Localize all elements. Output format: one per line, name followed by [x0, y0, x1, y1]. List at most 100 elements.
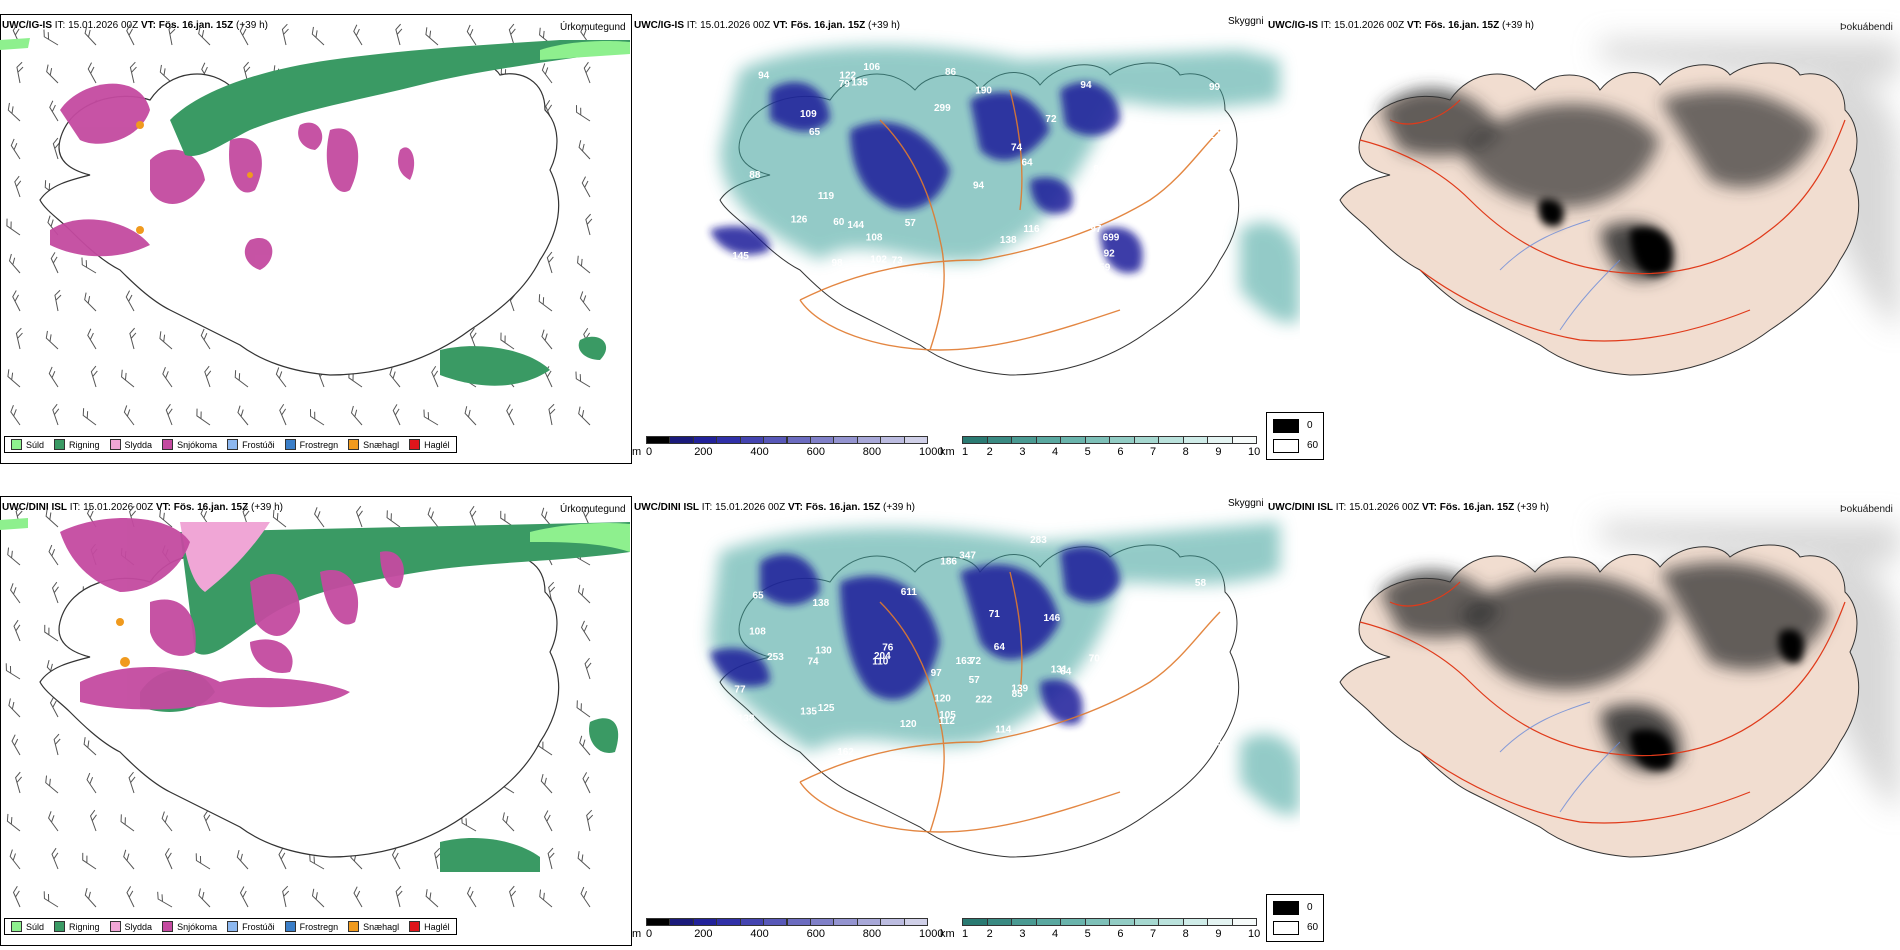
colorbar-segment	[763, 436, 788, 444]
cloud-header-row2: UWC/DINI ISL IT: 15.01.2026 00Z VT: Fös.…	[634, 502, 915, 513]
colorbar-tick: 2	[986, 446, 993, 458]
cloud-base-value: 87	[1127, 642, 1139, 653]
visibility-areas	[710, 522, 1300, 815]
cloud-base-value: 186	[940, 557, 957, 568]
cloud-base-value: 159	[1094, 263, 1111, 274]
colorbar-tick: 8	[1182, 446, 1189, 458]
cloud-base-value: 126	[791, 214, 808, 225]
cloud-base-value: 96	[746, 747, 758, 758]
cloud-base-value: 73	[1118, 763, 1130, 774]
legend-swatch	[54, 921, 66, 932]
cloud-base-value: 108	[749, 627, 766, 638]
cloud-base-value: 80	[1093, 164, 1105, 175]
colorbar-tick: 200	[694, 928, 713, 940]
legend-item: Slydda	[109, 439, 152, 450]
cloud-base-value: 139	[1011, 684, 1028, 695]
cloud-base-value: 77	[734, 685, 746, 696]
colorbar-segment	[1035, 918, 1061, 926]
colorbar-tick: 600	[806, 446, 825, 458]
cloud-base-value: 299	[934, 103, 951, 114]
legend-swatch	[409, 439, 421, 450]
cloud-base-value: 126	[1209, 130, 1226, 141]
colorbar-segment	[1158, 918, 1184, 926]
cloud-base-colorbar-row2: m 0 200 400 600 800 1000	[632, 918, 943, 942]
colorbar-segment	[962, 918, 988, 926]
cloud-base-value: 120	[934, 694, 951, 705]
colorbar-tick: 0	[646, 928, 653, 940]
cloud-base-value: 106	[863, 62, 880, 73]
fog-dark-cores	[1538, 199, 1673, 276]
cloud-base-value: 97	[1090, 224, 1102, 235]
colorbar-segment	[1060, 436, 1086, 444]
cloud-base-value: 131	[1051, 665, 1068, 676]
colorbar-tick: 7	[1150, 928, 1157, 940]
colorbar-segment	[716, 918, 741, 926]
legend-label: Snjókoma	[177, 921, 218, 932]
colorbar-tick: 10	[1248, 928, 1261, 940]
legend-item: Súld	[11, 439, 44, 450]
cloud-base-value: 69	[1212, 668, 1224, 679]
legend-swatch	[162, 921, 174, 932]
legend-item: Haglél	[409, 439, 450, 450]
fog-header-row1: UWC/IG-IS IT: 15.01.2026 00Z VT: Fös. 16…	[1268, 20, 1534, 31]
colorbar-segment	[1182, 918, 1208, 926]
colorbar-tick: 400	[750, 928, 769, 940]
cloud-base-value: 76	[882, 642, 894, 653]
legend-label: Snæhagl	[363, 921, 400, 932]
legend-label: Frostregn	[299, 921, 339, 932]
colorbar-segment	[1011, 918, 1037, 926]
legend-label: Snjókoma	[177, 439, 218, 450]
legend-label: Súld	[26, 439, 45, 450]
legend-swatch	[109, 439, 121, 450]
colorbar-tick: 1000	[919, 446, 944, 458]
precip-legend-row1: Súld Rigning Slydda Snjókoma Frostúði Frostre…	[4, 436, 457, 453]
legend-swatch	[162, 439, 174, 450]
colorbar-segment	[692, 436, 718, 444]
legend-item: Snjókoma	[162, 439, 217, 450]
legend-item: Snjókoma	[162, 921, 217, 932]
cloud-base-colorbar-row1: m 0 200 400 600 800 1000	[632, 436, 943, 460]
cloud-title-row2: Skyggni	[1228, 498, 1264, 509]
colorbar-segment	[1035, 436, 1061, 444]
legend-swatch	[11, 921, 22, 932]
colorbar-segment	[1133, 918, 1159, 926]
cloud-base-value: 94	[1080, 80, 1092, 91]
cloud-base-value: 74	[1011, 143, 1023, 154]
colorbar-tick: 5	[1084, 446, 1091, 458]
colorbar-tick: 10	[1248, 446, 1261, 458]
cloud-base-value: 65	[753, 590, 765, 601]
legend-label: Rigning	[69, 921, 100, 932]
cloud-base-value: 102	[870, 255, 887, 266]
colorbar-segment	[1231, 918, 1257, 926]
road-network	[799, 89, 1221, 351]
map-header-row2: UWC/DINI ISL IT: 15.01.2026 00Z VT: Fös.…	[2, 502, 283, 513]
legend-item: Snæhagl	[348, 439, 399, 450]
colorbar-segment	[669, 918, 694, 926]
colorbar-unit: km	[940, 446, 955, 458]
cloud-base-value: 57	[905, 218, 917, 229]
colorbar-segment	[786, 918, 811, 926]
cloud-base-value: 74	[808, 656, 820, 667]
colorbar-unit: m	[632, 928, 642, 940]
cloud-base-map-row2: 283 139 146 186 83 70 946 611 698 96 85 69 71 73 72 114…	[710, 522, 1300, 858]
legend-label: Haglél	[424, 439, 450, 450]
legend-label: Slydda	[124, 921, 153, 932]
colorbar-tick: 0	[646, 446, 653, 458]
cloud-base-map-row1: 299 122 190 144 65 57 699 98 86 60 94 88 145 126 74 94 1…	[710, 46, 1300, 376]
legend-item: Rigning	[54, 439, 100, 450]
cloud-base-value: 122	[1046, 749, 1063, 760]
cloud-base-value: 64	[1022, 158, 1034, 169]
cloud-base-value: 114	[995, 724, 1012, 735]
legend-swatch	[227, 921, 239, 932]
colorbar-segment	[1084, 918, 1110, 926]
cloud-base-value: 71	[989, 609, 1001, 620]
colorbar-segment	[986, 436, 1012, 444]
colorbar-segment	[1231, 436, 1257, 444]
cloud-base-value: 135	[851, 78, 868, 89]
cloud-base-value: 138	[1000, 235, 1017, 246]
colorbar-segment	[763, 918, 788, 926]
colorbar-segment	[880, 436, 905, 444]
colorbar-segment	[833, 436, 858, 444]
cloud-base-value: 79	[839, 79, 851, 90]
cloud-base-value: 94	[973, 180, 985, 191]
